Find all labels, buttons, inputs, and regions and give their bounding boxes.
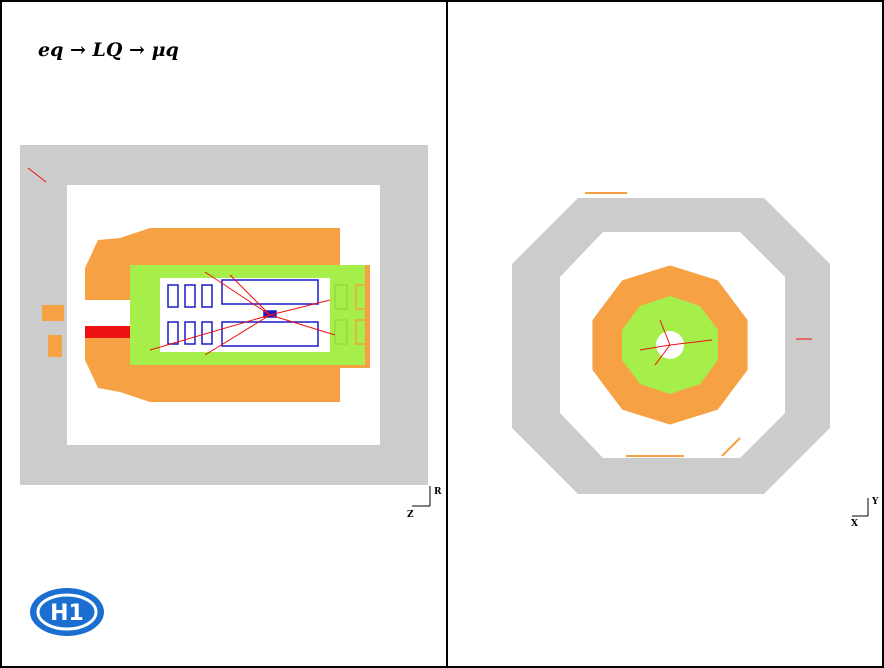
tracking-chambers (167, 279, 319, 347)
axis-label: X (851, 519, 858, 529)
spacal-block (42, 305, 64, 321)
forward-green (334, 284, 348, 345)
axis-label: R (434, 487, 442, 497)
side-view: R Z H1 (20, 145, 442, 636)
h1-logo: H1 (30, 588, 104, 636)
rz-axes: R Z (407, 486, 442, 520)
hits (585, 192, 741, 457)
end-view: Y X (512, 192, 879, 529)
forward-boxes (355, 284, 369, 345)
axis-label: Y (871, 497, 879, 507)
logo-text: H1 (50, 601, 84, 626)
xy-axes: Y X (851, 497, 879, 529)
axis-label: Z (407, 510, 414, 520)
tracks (639, 319, 812, 366)
spacal-block (48, 335, 62, 357)
backward-deposit (85, 326, 130, 338)
tracks (27, 167, 336, 356)
event-title: eq → LQ → μq (38, 39, 179, 61)
